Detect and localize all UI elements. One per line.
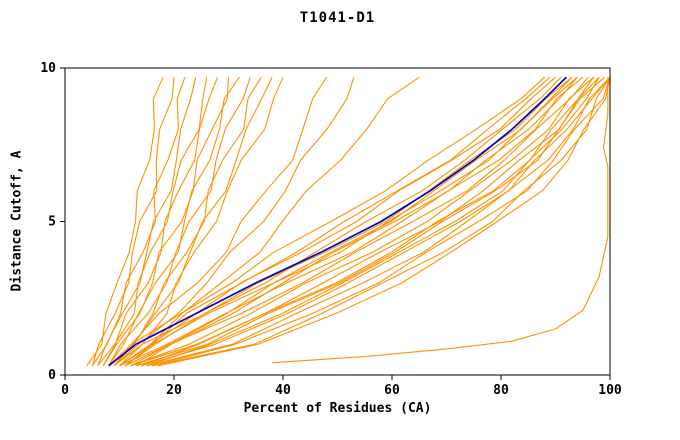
model-curve xyxy=(108,76,328,367)
model-curve xyxy=(119,76,584,367)
model-curve xyxy=(119,76,420,367)
x-tick-label: 60 xyxy=(384,383,400,398)
highlight-curve xyxy=(108,76,567,367)
y-tick-label: 10 xyxy=(40,61,56,76)
model-curve xyxy=(113,76,545,367)
chart-title: T1041-D1 xyxy=(299,10,376,26)
model-curve xyxy=(91,77,186,367)
model-curve xyxy=(130,76,594,367)
model-curve xyxy=(97,77,197,367)
x-axis-label: Percent of Residues (CA) xyxy=(243,401,432,416)
model-curve xyxy=(124,76,589,367)
model-curve xyxy=(91,77,175,366)
model-curve xyxy=(152,77,611,367)
y-tick-label: 5 xyxy=(48,215,56,230)
model-curve xyxy=(113,77,355,367)
model-curve xyxy=(113,76,262,367)
model-curve xyxy=(119,76,556,367)
model-curve xyxy=(152,76,611,367)
model-curve xyxy=(102,76,219,367)
model-curve xyxy=(157,77,611,367)
model-curve xyxy=(108,76,240,367)
model-curve xyxy=(97,77,208,367)
x-tick-label: 100 xyxy=(598,383,622,398)
model-curve xyxy=(113,76,573,367)
x-tick-label: 40 xyxy=(275,383,291,398)
model-curve xyxy=(146,76,611,367)
model-curve xyxy=(113,76,273,367)
model-curve xyxy=(102,77,230,367)
model-curve xyxy=(146,76,600,367)
model-curve xyxy=(108,77,251,367)
x-tick-label: 20 xyxy=(166,383,182,398)
model-curve xyxy=(124,76,562,367)
model-curve xyxy=(272,77,609,364)
y-tick-label: 0 xyxy=(48,368,56,383)
model-curve xyxy=(141,76,611,367)
x-tick-label: 80 xyxy=(493,383,509,398)
model-curve xyxy=(130,76,573,367)
model-curve xyxy=(135,76,578,367)
model-curve xyxy=(135,76,605,367)
model-curve xyxy=(86,76,164,367)
x-tick-label: 0 xyxy=(61,383,69,398)
model-curve xyxy=(119,76,284,367)
